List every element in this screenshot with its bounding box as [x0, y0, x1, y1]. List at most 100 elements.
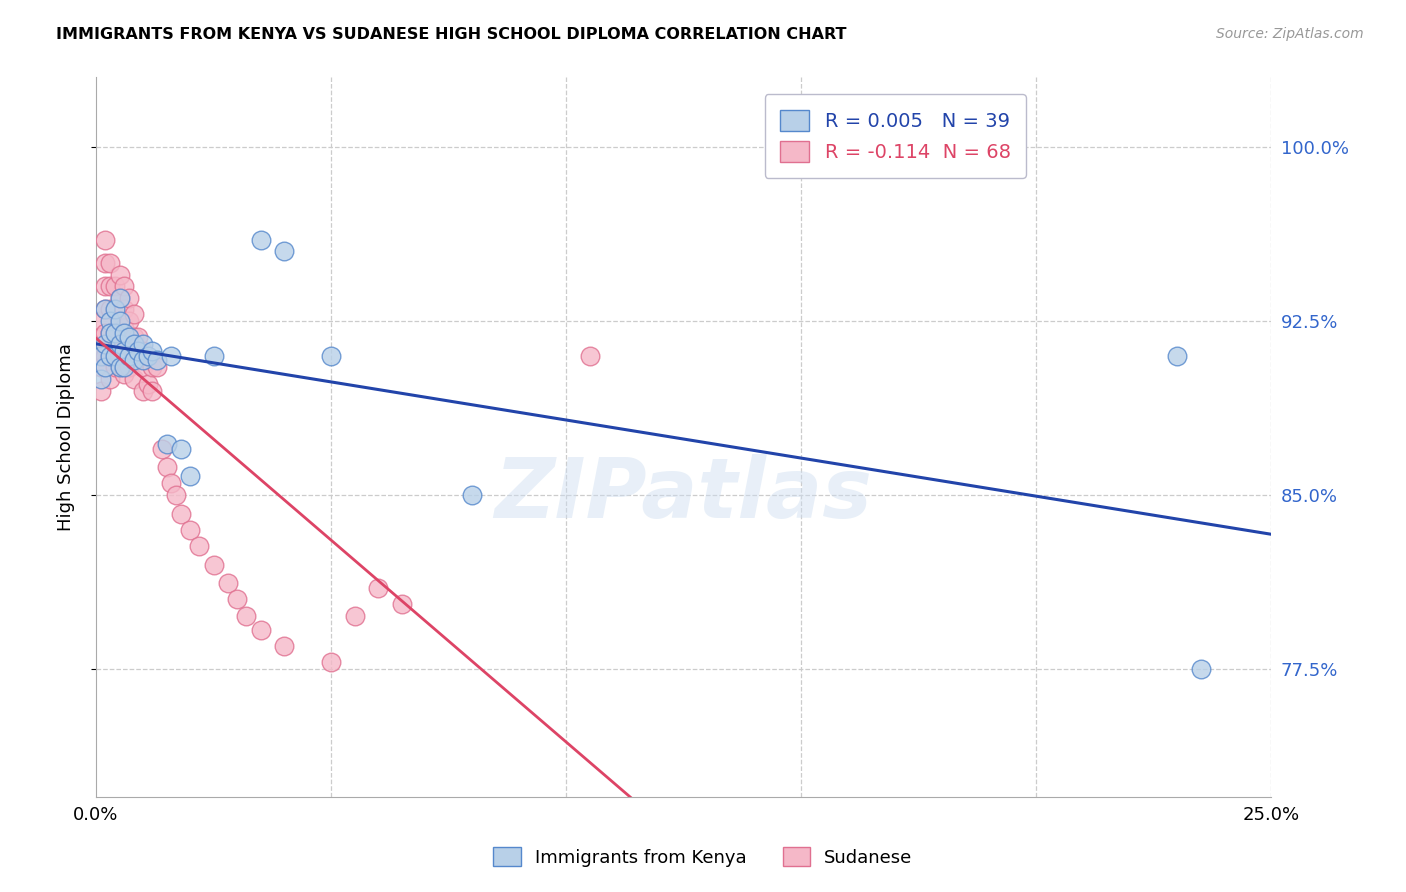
Point: [132, 337, 155, 351]
Text: Source: ZipAtlas.com: Source: ZipAtlas.com: [1216, 27, 1364, 41]
Point: [127, 344, 149, 359]
Point: [249, 623, 271, 637]
Point: [108, 291, 131, 305]
Point: [150, 442, 173, 456]
Point: [249, 233, 271, 247]
Point: [391, 597, 413, 611]
Point: [98, 326, 121, 340]
Point: [104, 279, 127, 293]
Point: [217, 576, 239, 591]
Text: 0.0%: 0.0%: [73, 805, 118, 824]
Point: [165, 488, 187, 502]
Point: [108, 337, 131, 351]
Text: ZIPatlas: ZIPatlas: [495, 454, 873, 535]
Point: [122, 330, 145, 344]
Point: [94, 233, 117, 247]
Point: [98, 256, 121, 270]
Point: [136, 349, 159, 363]
Point: [104, 302, 127, 317]
Y-axis label: High School Diploma: High School Diploma: [58, 343, 75, 531]
Point: [155, 460, 177, 475]
Point: [179, 523, 201, 537]
Point: [141, 344, 163, 359]
Point: [132, 360, 155, 375]
Point: [108, 337, 131, 351]
Point: [1166, 349, 1188, 363]
Point: [118, 291, 141, 305]
Point: [112, 344, 135, 359]
Point: [132, 344, 155, 359]
Point: [94, 256, 117, 270]
Point: [94, 337, 117, 351]
Point: [98, 302, 121, 317]
Point: [104, 326, 127, 340]
Point: [202, 349, 225, 363]
Point: [188, 539, 211, 553]
Point: [122, 353, 145, 368]
Point: [1189, 662, 1212, 676]
Point: [112, 368, 135, 382]
Point: [319, 655, 342, 669]
Point: [98, 372, 121, 386]
Point: [179, 469, 201, 483]
Point: [118, 349, 141, 363]
Point: [112, 302, 135, 317]
Point: [112, 321, 135, 335]
Point: [104, 349, 127, 363]
Point: [108, 360, 131, 375]
Point: [160, 349, 183, 363]
Point: [112, 279, 135, 293]
Point: [118, 360, 141, 375]
Point: [118, 314, 141, 328]
Point: [127, 330, 149, 344]
Point: [94, 302, 117, 317]
Point: [108, 268, 131, 282]
Point: [273, 244, 295, 259]
Point: [90, 372, 112, 386]
Point: [202, 558, 225, 572]
Point: [127, 353, 149, 368]
Point: [94, 326, 117, 340]
Point: [273, 639, 295, 653]
Point: [122, 349, 145, 363]
Point: [578, 349, 600, 363]
Point: [108, 360, 131, 375]
Point: [104, 360, 127, 375]
Point: [235, 608, 257, 623]
Point: [136, 376, 159, 391]
Point: [132, 384, 155, 398]
Point: [118, 330, 141, 344]
Point: [98, 314, 121, 328]
Point: [90, 384, 112, 398]
Point: [146, 353, 169, 368]
Point: [90, 360, 112, 375]
Point: [98, 326, 121, 340]
Point: [108, 314, 131, 328]
Legend: Immigrants from Kenya, Sudanese: Immigrants from Kenya, Sudanese: [486, 840, 920, 874]
Point: [169, 507, 191, 521]
Point: [155, 437, 177, 451]
Point: [367, 581, 389, 595]
Point: [90, 349, 112, 363]
Point: [141, 360, 163, 375]
Text: IMMIGRANTS FROM KENYA VS SUDANESE HIGH SCHOOL DIPLOMA CORRELATION CHART: IMMIGRANTS FROM KENYA VS SUDANESE HIGH S…: [56, 27, 846, 42]
Legend: R = 0.005   N = 39, R = -0.114  N = 68: R = 0.005 N = 39, R = -0.114 N = 68: [765, 95, 1026, 178]
Point: [104, 326, 127, 340]
Point: [122, 307, 145, 321]
Point: [319, 349, 342, 363]
Point: [122, 337, 145, 351]
Point: [112, 360, 135, 375]
Point: [94, 360, 117, 375]
Point: [94, 279, 117, 293]
Point: [136, 353, 159, 368]
Point: [108, 291, 131, 305]
Point: [90, 330, 112, 344]
Point: [226, 592, 249, 607]
Text: 25.0%: 25.0%: [1243, 805, 1299, 824]
Point: [94, 302, 117, 317]
Point: [98, 349, 121, 363]
Point: [461, 488, 484, 502]
Point: [90, 314, 112, 328]
Point: [90, 349, 112, 363]
Point: [146, 360, 169, 375]
